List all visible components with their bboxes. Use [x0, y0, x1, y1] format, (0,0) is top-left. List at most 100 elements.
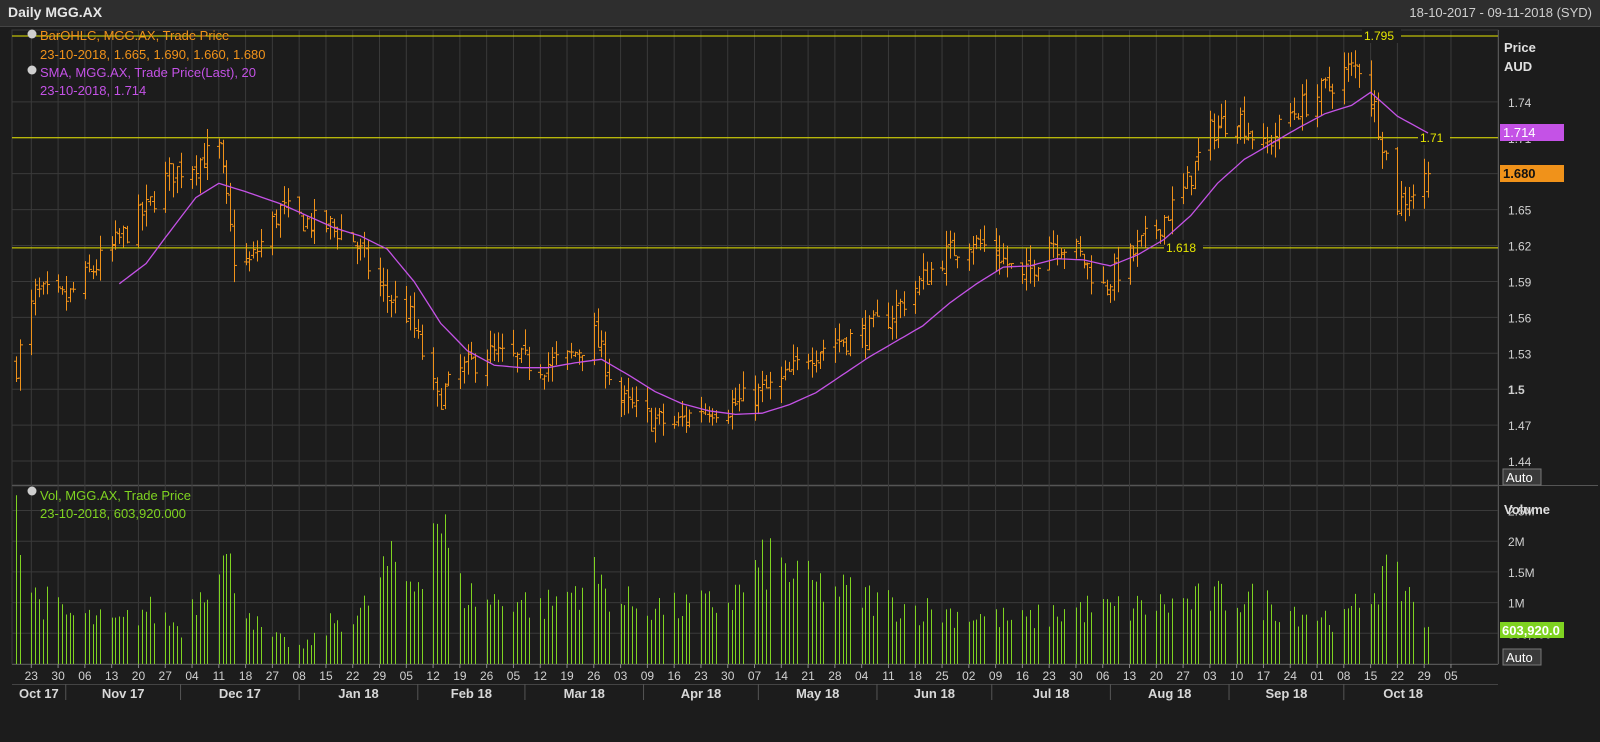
- ohlc-bar: [902, 291, 907, 317]
- ohlc-bar: [163, 161, 168, 213]
- volume-auto-button[interactable]: Auto: [1502, 648, 1542, 666]
- x-day-label: 23: [25, 669, 39, 683]
- ohlc-bar: [358, 238, 363, 261]
- x-day-label: 29: [373, 669, 387, 683]
- legend-toggle-icon[interactable]: [27, 29, 37, 39]
- ohlc-bar: [1166, 215, 1171, 221]
- ohlc-bar: [1265, 126, 1270, 154]
- ohlc-bar: [1001, 243, 1006, 265]
- ohlc-bar: [416, 319, 421, 339]
- ohlc-bar: [527, 346, 532, 381]
- volume-tick-label: 1.5M: [1508, 566, 1535, 580]
- x-day-label: 12: [426, 669, 440, 683]
- x-day-label: 13: [1123, 669, 1137, 683]
- ohlc-bar: [282, 186, 287, 215]
- price-legend: BarOHLC, MGG.AX, Trade Price 23-10-2018,…: [27, 28, 266, 98]
- price-y-ticks: 1.741.711.681.651.621.591.561.531.51.471…: [1508, 96, 1532, 469]
- ohlc-bar: [83, 261, 88, 300]
- ohlc-bar: [404, 286, 409, 324]
- ohlc-bar: [569, 342, 574, 359]
- ohlc-bar: [1131, 245, 1136, 262]
- ohlc-bar: [940, 260, 945, 272]
- ohlc-bar: [1223, 100, 1228, 138]
- ohlc-bar: [890, 305, 895, 340]
- ohlc-bar: [1304, 79, 1309, 118]
- horizontal-lines[interactable]: 1.795 1.71 1.618: [12, 27, 1498, 255]
- ohlc-bar: [550, 347, 555, 382]
- x-day-label: 09: [641, 669, 655, 683]
- ohlc-bar: [18, 339, 23, 391]
- ohlc-bar: [565, 350, 570, 371]
- ohlc-bar: [87, 254, 92, 273]
- ohlc-bar: [596, 308, 601, 348]
- ohlc-bar: [1342, 52, 1347, 105]
- ohlc-bar: [1216, 115, 1221, 149]
- ohlc-bar: [1235, 126, 1240, 144]
- ohlc-bar: [37, 277, 42, 298]
- x-day-label: 26: [480, 669, 494, 683]
- ohlc-bar: [56, 274, 61, 293]
- ohlc-bar: [1139, 234, 1144, 247]
- legend-toggle-icon[interactable]: [27, 65, 37, 75]
- ohlc-bar: [301, 214, 306, 232]
- ohlc-bar: [1395, 147, 1400, 216]
- ohlc-bar: [1422, 158, 1427, 209]
- last-price-tag: 1.680: [1500, 165, 1564, 182]
- x-day-label: 03: [614, 669, 628, 683]
- ohlc-bar: [228, 182, 233, 232]
- x-day-label: 08: [1337, 669, 1351, 683]
- ohlc-bar: [1189, 175, 1194, 196]
- ohlc-bar: [687, 409, 692, 428]
- month-label: Oct 17: [19, 686, 59, 701]
- ohlc-bar: [1005, 245, 1010, 278]
- x-day-label: 23: [694, 669, 708, 683]
- ohlc-bar: [818, 351, 823, 370]
- ohlc-bar: [944, 230, 949, 286]
- x-day-label: 08: [292, 669, 306, 683]
- ohlc-bar: [458, 354, 463, 389]
- ohlc-bar: [844, 336, 849, 356]
- ohlc-bar: [699, 396, 704, 423]
- ohlc-bar: [312, 198, 317, 245]
- ohlc-bar: [1353, 50, 1358, 79]
- ohlc-bar: [60, 286, 65, 295]
- ohlc-bar: [232, 209, 237, 283]
- ohlc-bar: [1047, 236, 1052, 271]
- svg-text:1.680: 1.680: [1503, 166, 1536, 181]
- h-line-label: 1.795: [1364, 29, 1394, 43]
- x-day-label: 24: [1284, 669, 1298, 683]
- ohlc-bar: [952, 232, 957, 257]
- month-label: Apr 18: [681, 686, 721, 701]
- ohlc-bar: [1426, 161, 1431, 198]
- ohlc-bar: [634, 386, 639, 418]
- ohlc-bar: [98, 235, 103, 281]
- ohlc-bar: [1082, 253, 1087, 269]
- ohlc-bar: [1242, 96, 1247, 144]
- price-tick-label: 1.56: [1508, 311, 1532, 325]
- x-day-label: 04: [185, 669, 199, 683]
- ohlc-bar: [1108, 284, 1113, 303]
- ohlc-bar: [672, 415, 677, 429]
- x-day-label: 28: [828, 669, 842, 683]
- ohlc-bar: [466, 344, 471, 375]
- month-label: Jan 18: [338, 686, 378, 701]
- ohlc-bar: [190, 166, 195, 189]
- x-day-label: 09: [989, 669, 1003, 683]
- ohlc-bar: [1288, 103, 1293, 127]
- ohlc-bar: [645, 387, 650, 423]
- ohlc-bar: [1212, 113, 1217, 150]
- h-line-label: 1.618: [1166, 241, 1196, 255]
- chart-title: Daily MGG.AX: [8, 4, 103, 20]
- ohlc-bar: [967, 243, 972, 271]
- ohlc-bar: [439, 388, 444, 410]
- ohlc-bar: [795, 347, 800, 371]
- price-auto-button[interactable]: Auto: [1502, 468, 1542, 486]
- ohlc-bar: [542, 374, 547, 390]
- x-day-label: 30: [721, 669, 735, 683]
- ohlc-bar: [1074, 238, 1079, 259]
- x-day-label: 16: [1016, 669, 1030, 683]
- legend-toggle-icon[interactable]: [27, 486, 37, 496]
